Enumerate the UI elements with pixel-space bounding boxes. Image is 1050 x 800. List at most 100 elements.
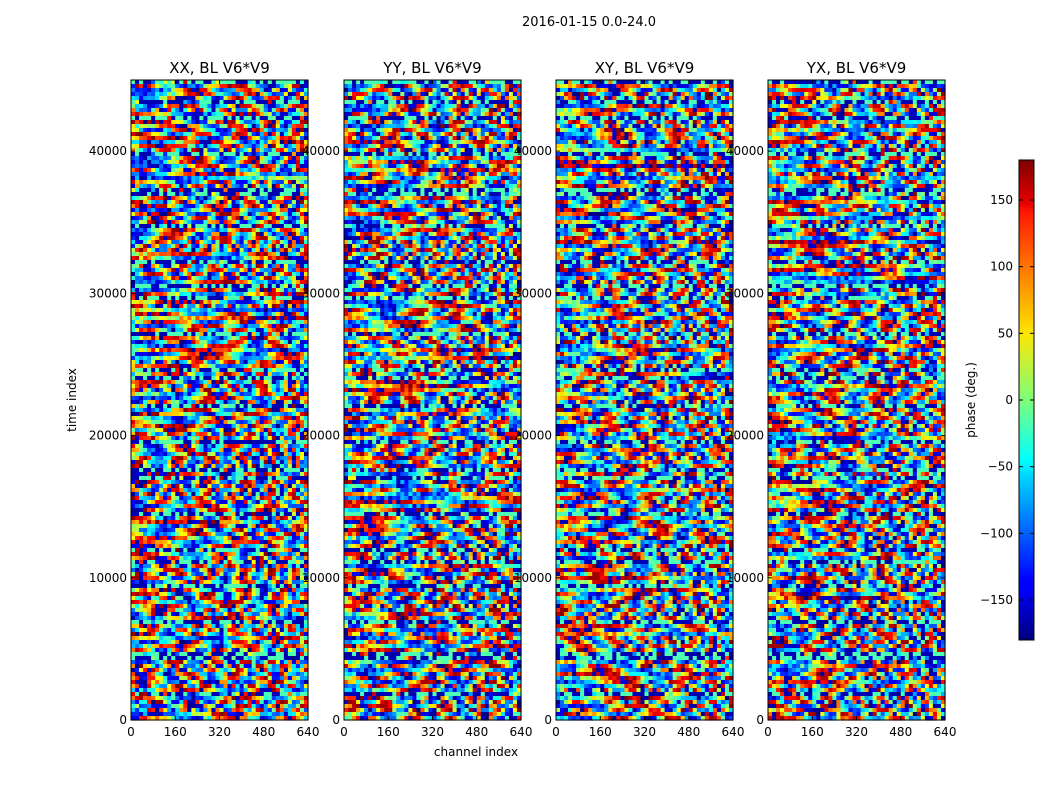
heatmap-cell — [279, 272, 285, 277]
heatmap-cell — [187, 228, 192, 233]
heatmap-cell — [271, 100, 277, 105]
heatmap-cell — [167, 328, 172, 333]
heatmap-cell — [279, 464, 285, 469]
heatmap-cell — [223, 512, 229, 517]
heatmap-cell — [299, 260, 305, 265]
heatmap-cell — [215, 272, 221, 277]
heatmap-cell — [155, 156, 160, 161]
heatmap-cell — [195, 516, 200, 521]
heatmap-cell — [203, 240, 209, 245]
heatmap-cell — [231, 200, 237, 205]
heatmap-cell — [179, 332, 184, 337]
heatmap-cell — [211, 340, 217, 345]
heatmap-cell — [191, 376, 196, 381]
heatmap-cell — [135, 408, 140, 413]
heatmap-cell — [139, 364, 144, 369]
heatmap-cell — [147, 144, 152, 149]
heatmap-cell — [195, 88, 200, 93]
heatmap-cell — [287, 144, 293, 149]
heatmap-cell — [291, 520, 297, 525]
heatmap-cell — [267, 400, 273, 405]
heatmap-cell — [203, 432, 209, 437]
heatmap-cell — [155, 224, 160, 229]
heatmap-cell — [263, 204, 269, 209]
heatmap-cell — [263, 104, 269, 109]
heatmap-cell — [283, 240, 289, 245]
heatmap-cell — [259, 476, 265, 481]
heatmap-cell — [187, 96, 192, 101]
heatmap-cell — [183, 288, 188, 293]
heatmap-cell — [283, 268, 289, 273]
heatmap-cell — [191, 204, 196, 209]
heatmap-cell — [139, 104, 144, 109]
heatmap-cell — [183, 156, 188, 161]
heatmap-cell — [275, 452, 281, 457]
heatmap-cell — [267, 236, 273, 241]
heatmap-cell — [275, 240, 281, 245]
heatmap-cell — [215, 192, 221, 197]
heatmap-cell — [251, 396, 257, 401]
heatmap-cell — [291, 292, 297, 297]
heatmap-cell — [231, 476, 237, 481]
heatmap-cell — [243, 324, 249, 329]
heatmap-cell — [287, 80, 293, 85]
heatmap-cell — [291, 188, 297, 193]
heatmap-cell — [163, 412, 168, 417]
heatmap-cell — [239, 228, 245, 233]
heatmap-cell — [235, 312, 241, 317]
heatmap-cell — [267, 180, 273, 185]
heatmap-cell — [251, 460, 257, 465]
heatmap-cell — [267, 492, 273, 497]
heatmap-cell — [239, 372, 245, 377]
heatmap-cell — [171, 472, 176, 477]
heatmap-cell — [243, 444, 249, 449]
heatmap-cell — [151, 152, 156, 157]
heatmap-cell — [275, 500, 281, 505]
heatmap-cell — [255, 176, 261, 181]
heatmap-cell — [283, 212, 289, 217]
heatmap-cell — [147, 104, 152, 109]
heatmap-cell — [235, 476, 241, 481]
heatmap-cell — [251, 264, 257, 269]
heatmap-cell — [247, 236, 253, 241]
heatmap-cell — [211, 176, 217, 181]
heatmap-cell — [263, 372, 269, 377]
heatmap-cell — [279, 148, 285, 153]
heatmap-cell — [163, 288, 168, 293]
heatmap-cell — [263, 416, 269, 421]
heatmap-cell — [147, 476, 152, 481]
heatmap-cell — [231, 528, 237, 533]
heatmap-cell — [211, 188, 217, 193]
heatmap-cell — [299, 500, 305, 505]
heatmap-cell — [179, 92, 184, 97]
heatmap-cell — [151, 260, 156, 265]
heatmap-cell — [239, 220, 245, 225]
heatmap-cell — [295, 164, 301, 169]
heatmap-cell — [147, 372, 152, 377]
heatmap-cell — [159, 124, 164, 129]
heatmap-cell — [159, 112, 164, 117]
heatmap-cell — [147, 424, 152, 429]
heatmap-cell — [223, 248, 229, 253]
heatmap-cell — [295, 112, 301, 117]
heatmap-cell — [147, 420, 152, 425]
heatmap-cell — [203, 452, 209, 457]
heatmap-cell — [235, 324, 241, 329]
heatmap-cell — [275, 80, 281, 85]
heatmap-cell — [287, 108, 293, 113]
heatmap-cell — [299, 88, 305, 93]
heatmap-cell — [211, 328, 217, 333]
heatmap-cell — [247, 156, 253, 161]
heatmap-cell — [255, 236, 261, 241]
heatmap-cell — [195, 268, 200, 273]
heatmap-cell — [275, 464, 281, 469]
heatmap-cell — [183, 384, 188, 389]
heatmap-cell — [219, 260, 225, 265]
heatmap-cell — [299, 284, 305, 289]
heatmap-cell — [191, 396, 196, 401]
heatmap-cell — [259, 316, 265, 321]
heatmap-cell — [195, 388, 200, 393]
heatmap-cell — [195, 520, 200, 525]
heatmap-cell — [155, 464, 160, 469]
